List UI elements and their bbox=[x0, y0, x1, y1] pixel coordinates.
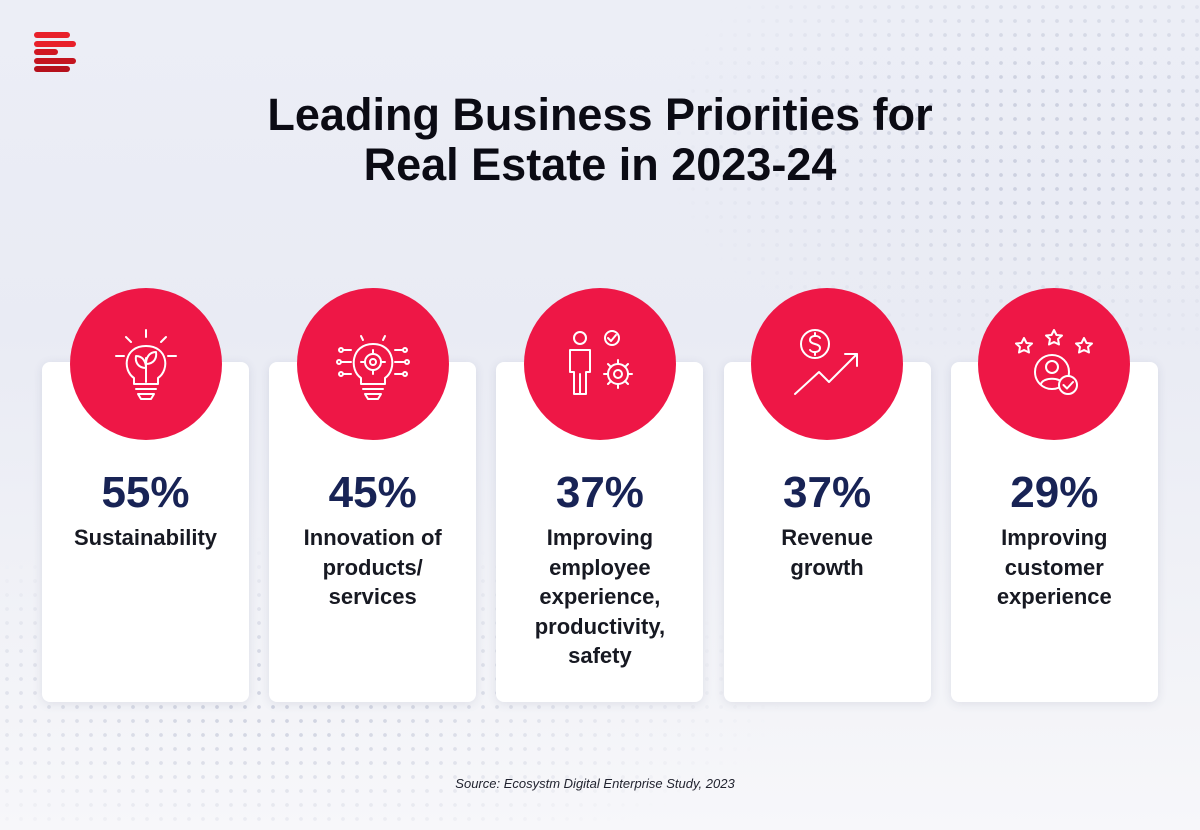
priority-label-line: employee bbox=[549, 554, 651, 580]
priority-label-line: customer bbox=[1004, 554, 1104, 580]
priority-label-line: Improving bbox=[1001, 525, 1108, 550]
priority-label: Revenue growth bbox=[724, 523, 931, 582]
person-gear-icon bbox=[558, 322, 642, 406]
percentage-value: 37% bbox=[555, 468, 644, 517]
priority-label: Improving employee experience, productivity… bbox=[496, 523, 703, 671]
priority-label-line: experience bbox=[996, 584, 1112, 609]
lightbulb-leaf-icon bbox=[104, 322, 188, 406]
priority-label-line: growth bbox=[790, 554, 864, 580]
page-title: Leading Business Priorities for Real Est… bbox=[0, 90, 1200, 190]
percentage-value: 55% bbox=[101, 468, 190, 517]
icon-circle bbox=[751, 288, 904, 440]
title-line-2: Real Estate in 2023-24 bbox=[363, 139, 837, 190]
priority-label-line: experience, bbox=[539, 584, 661, 609]
priority-label-line: Innovation of bbox=[303, 525, 442, 550]
priority-label: Sustainability bbox=[42, 523, 249, 553]
dollar-growth-icon bbox=[785, 322, 869, 406]
customer-stars-icon bbox=[1012, 322, 1096, 406]
priority-label: Innovation of products/services bbox=[269, 523, 476, 612]
priority-label-line: Sustainability bbox=[73, 525, 218, 550]
priority-label-line: services bbox=[328, 584, 417, 609]
icon-circle bbox=[523, 288, 676, 440]
priority-label-line: safety bbox=[568, 643, 632, 668]
priority-label-line: products/ bbox=[322, 554, 423, 580]
percentage-value: 45% bbox=[328, 468, 417, 517]
icon-circle bbox=[69, 288, 222, 440]
icon-circle bbox=[978, 288, 1131, 440]
source-note: Source: Ecosystm Digital Enterprise Stud… bbox=[455, 776, 735, 791]
priority-label: Improving customer experience bbox=[951, 523, 1158, 612]
lightbulb-gear-icon bbox=[331, 322, 415, 406]
title-line-1: Leading Business Priorities for bbox=[267, 89, 933, 140]
percentage-value: 37% bbox=[783, 468, 872, 517]
priority-label-line: productivity, bbox=[534, 613, 666, 639]
priority-label-line: Improving bbox=[546, 525, 654, 550]
percentage-value: 29% bbox=[1010, 468, 1099, 517]
icon-circle bbox=[296, 288, 449, 440]
ecosystm-logo bbox=[34, 32, 76, 72]
priority-label-line: Revenue bbox=[781, 525, 873, 550]
